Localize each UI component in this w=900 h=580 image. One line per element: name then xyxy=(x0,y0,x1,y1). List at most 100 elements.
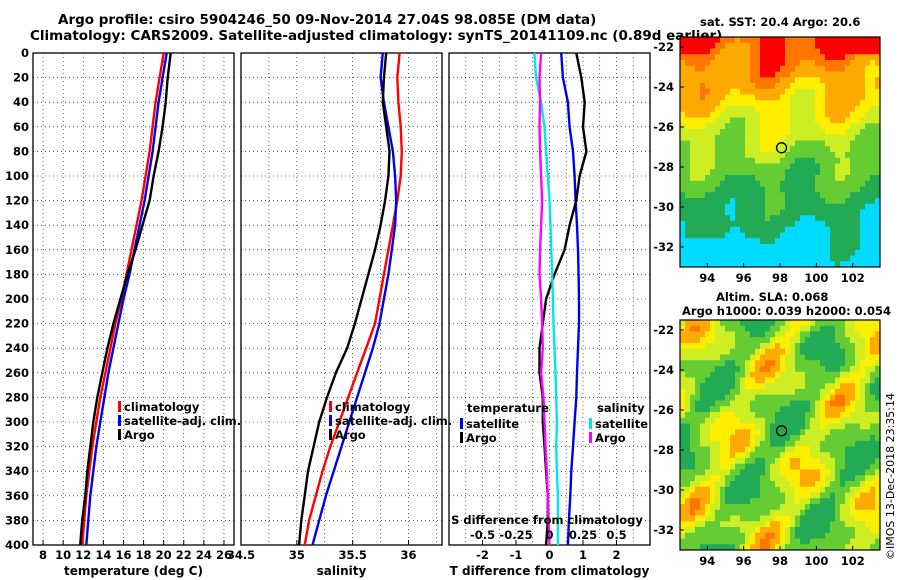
sat-sst-map-cell xyxy=(755,146,761,153)
altimetry-map-cell xyxy=(735,469,741,476)
sat-sst-map-cell xyxy=(800,71,806,78)
altimetry-map-cell xyxy=(710,360,716,367)
sat-sst-map-cell xyxy=(700,111,706,118)
sat-sst-map-cell xyxy=(775,175,781,182)
altimetry-map-cell xyxy=(865,498,871,505)
sat-sst-map-cell xyxy=(850,255,856,262)
altimetry-map-cell xyxy=(820,532,826,539)
altimetry-map-cell xyxy=(740,492,746,499)
sat-sst-map-cell xyxy=(870,100,876,107)
sat-sst-map-cell xyxy=(725,123,731,130)
altimetry-map-cell xyxy=(830,458,836,465)
altimetry-map-cell xyxy=(725,544,731,551)
altimetry-map-cell xyxy=(695,481,701,488)
altimetry-map-cell xyxy=(720,475,726,482)
altimetry-map-cell xyxy=(725,481,731,488)
altimetry-map-cell xyxy=(835,486,841,493)
sat-sst-map-cell xyxy=(830,123,836,130)
sat-sst-map-cell xyxy=(810,232,816,239)
sat-sst-map-cell xyxy=(760,152,766,159)
altimetry-map-cell xyxy=(770,544,776,551)
altimetry-map-cell xyxy=(695,417,701,424)
sat-sst-map-cell xyxy=(845,77,851,84)
sat-sst-map-cell xyxy=(745,111,751,118)
altimetry-map-cell xyxy=(780,371,786,378)
sat-sst-map-cell xyxy=(695,238,701,245)
sat-sst-map-cell xyxy=(735,180,741,187)
sat-sst-map-cell xyxy=(710,169,716,176)
sat-sst-map-cell xyxy=(805,117,811,124)
sat-sst-map-cell xyxy=(850,146,856,153)
altimetry-map-cell xyxy=(755,435,761,442)
altimetry-map-cell xyxy=(850,417,856,424)
sat-sst-map-cell xyxy=(790,94,796,101)
sat-sst-map-cell xyxy=(790,238,796,245)
sat-sst-map-cell xyxy=(700,238,706,245)
altimetry-map-cell xyxy=(875,337,881,344)
sat-sst-map-cell xyxy=(870,198,876,205)
altimetry-map-cell xyxy=(745,377,751,384)
altimetry-map-cell xyxy=(790,366,796,373)
altimetry-map-cell xyxy=(750,532,756,539)
altimetry-map-cell xyxy=(795,406,801,413)
sat-sst-map-cell xyxy=(870,117,876,124)
altimetry-map-cell xyxy=(735,509,741,516)
sat-sst-map-cell xyxy=(875,244,881,251)
differences-series-s-argo xyxy=(538,52,551,546)
altimetry-map-cell xyxy=(845,498,851,505)
altimetry-map-cell xyxy=(735,429,741,436)
sat-sst-map-cell xyxy=(755,42,761,49)
sat-sst-map-cell xyxy=(775,48,781,55)
altimetry-map-cell xyxy=(750,527,756,534)
altimetry-map-cell xyxy=(730,325,736,332)
sat-sst-map-cell xyxy=(830,146,836,153)
sat-sst-map-cell xyxy=(700,186,706,193)
sat-sst-map-cell xyxy=(810,77,816,84)
sat-sst-map-cell xyxy=(840,255,846,262)
sat-sst-map-cell xyxy=(760,88,766,95)
sat-sst-map-cell xyxy=(770,94,776,101)
sat-sst-map-cell xyxy=(710,123,716,130)
sat-sst-map-cell xyxy=(690,215,696,222)
sat-sst-map-cell xyxy=(705,140,711,147)
sat-sst-map-cell xyxy=(805,192,811,199)
altimetry-map-cell xyxy=(760,475,766,482)
altimetry-map-cell xyxy=(730,458,736,465)
altimetry-map-cell xyxy=(845,389,851,396)
altimetry-map-cell xyxy=(835,469,841,476)
altimetry-map-cell xyxy=(850,458,856,465)
sat-sst-map-cell xyxy=(830,117,836,124)
sat-sst-map-cell xyxy=(800,192,806,199)
sat-sst-map-cell xyxy=(860,71,866,78)
sat-sst-map-cell xyxy=(720,77,726,84)
altimetry-map-cell xyxy=(695,440,701,447)
sat-sst-map-cell xyxy=(805,106,811,113)
altimetry-map-cell xyxy=(740,504,746,511)
altimetry-map-cell xyxy=(780,521,786,528)
altimetry-map-cell xyxy=(725,509,731,516)
sat-sst-map-cell xyxy=(830,157,836,164)
sat-sst-map-cell xyxy=(740,152,746,159)
altimetry-map-cell xyxy=(845,325,851,332)
altimetry-map-cell xyxy=(730,509,736,516)
altimetry-map-cell xyxy=(830,532,836,539)
altimetry-map-cell xyxy=(795,400,801,407)
sat-sst-map-cell xyxy=(760,215,766,222)
sat-sst-map-cell xyxy=(865,123,871,130)
sat-sst-map-cell xyxy=(770,244,776,251)
altimetry-map-cell xyxy=(850,469,856,476)
altimetry-map-cell xyxy=(825,354,831,361)
sat-sst-map-cell xyxy=(770,215,776,222)
altimetry-map-cell xyxy=(815,366,821,373)
diff-legend-salinity-label: Argo xyxy=(595,431,626,445)
altimetry-map-cell xyxy=(735,527,741,534)
altimetry-map-cell xyxy=(735,389,741,396)
altimetry-map-cell xyxy=(835,377,841,384)
sat-sst-map-cell xyxy=(720,48,726,55)
altimetry-map-cell xyxy=(765,509,771,516)
altimetry-map-cell xyxy=(790,417,796,424)
sat-sst-map-cell xyxy=(700,100,706,107)
altimetry-map-cell xyxy=(740,440,746,447)
sat-sst-map-cell xyxy=(790,123,796,130)
altimetry-map-cell xyxy=(740,348,746,355)
